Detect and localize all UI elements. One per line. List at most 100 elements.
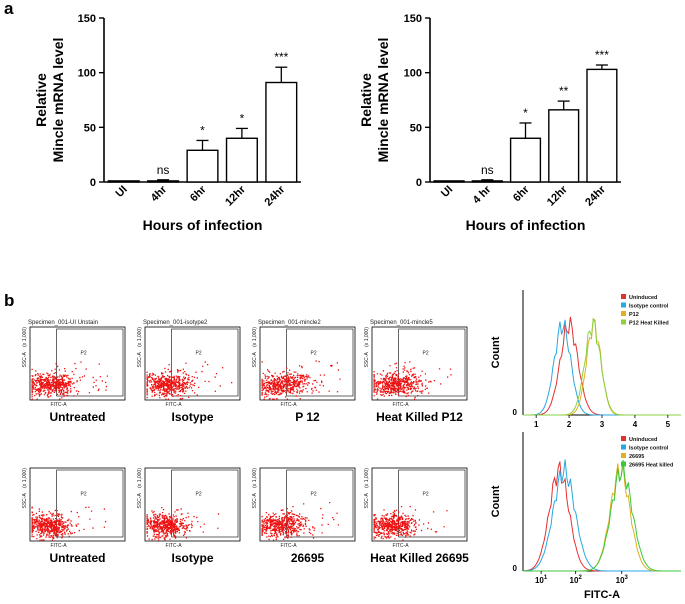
dot-cloud bbox=[261, 360, 341, 400]
significance-label: * bbox=[240, 111, 245, 125]
dot-plot-y-scale: (x 1,000) bbox=[252, 327, 258, 347]
significance-label: * bbox=[200, 123, 205, 137]
y-tick-label: 50 bbox=[84, 122, 96, 134]
dot-plot-caption: Isotype bbox=[171, 410, 213, 424]
dot-cloud bbox=[373, 506, 448, 541]
legend-swatch bbox=[621, 436, 626, 441]
significance-label: *** bbox=[274, 50, 288, 64]
significance-label: ns bbox=[157, 163, 170, 177]
dot-plot-x-label: FITC-A bbox=[165, 402, 182, 408]
dot-plot-caption: Isotype bbox=[171, 551, 213, 565]
x-tick-group: 24hr bbox=[583, 183, 608, 208]
dot-plot-y-label-group: SSC-A bbox=[252, 352, 258, 368]
y-tick-label: 50 bbox=[410, 122, 422, 134]
dot-plot-title: Specimen_001-isotype2 bbox=[143, 320, 208, 326]
x-tick-label: 4 hr bbox=[471, 183, 494, 206]
y-axis-title: Relative Mincle mRNA level bbox=[358, 38, 391, 163]
dot-plot: P2 FITC-A SSC-A (x 1,000) Isotype bbox=[137, 467, 241, 565]
gate-label: P2 bbox=[81, 492, 87, 498]
bar-chart-left: 0 50 100 150 Relative Mincle mRNA level UI ns 4h… bbox=[33, 13, 301, 233]
gate-label: P2 bbox=[196, 492, 202, 498]
bar bbox=[548, 109, 580, 183]
hist-x-tick-label: 4 bbox=[633, 420, 638, 429]
legend-swatch bbox=[621, 302, 626, 308]
dot-cloud bbox=[146, 507, 220, 541]
dot-plot-x-label: FITC-A bbox=[165, 543, 182, 549]
legend-swatch bbox=[621, 461, 626, 467]
histogram-top: 0 Count 1 2 3 4 5 Uninduced Isotype control P12 P1… bbox=[490, 290, 681, 429]
y-axis-title-line1: Relative bbox=[358, 73, 374, 127]
y-tick-label: 150 bbox=[404, 13, 422, 25]
dot-cloud bbox=[373, 361, 452, 400]
y-tick-label: 100 bbox=[404, 68, 422, 80]
dot-plot-y-scale-group: (x 1,000) bbox=[22, 327, 28, 347]
legend-label: P12 bbox=[629, 312, 639, 318]
dot-plot: Specimen_001-isotype2 P2 FITC-A SSC-A (x 1,0… bbox=[137, 320, 241, 424]
dot-cloud bbox=[146, 361, 233, 400]
dot-plot-y-scale: (x 1,000) bbox=[364, 327, 370, 347]
y-tick-label: 150 bbox=[78, 13, 96, 25]
x-tick-label: UI bbox=[114, 184, 130, 200]
legend-swatch bbox=[621, 444, 626, 450]
hist-y-zero: 0 bbox=[513, 408, 518, 417]
gate-label: P2 bbox=[423, 492, 429, 498]
dot-plot: Specimen_001-mincle2 P2 FITC-A SSC-A (x 1,00… bbox=[252, 320, 356, 424]
dot-plot-y-scale: (x 1,000) bbox=[252, 468, 258, 488]
bar bbox=[225, 137, 258, 183]
dot-plot-x-label: FITC-A bbox=[280, 402, 297, 408]
gate-p2 bbox=[286, 328, 354, 397]
x-tick-label: 6hr bbox=[511, 183, 532, 204]
gate-label: P2 bbox=[81, 351, 87, 357]
dot-plot-y-label-group: SSC-A bbox=[252, 493, 258, 509]
legend-label: Isotype control bbox=[629, 304, 669, 310]
x-tick-label: 6hr bbox=[188, 183, 209, 204]
gate-p2 bbox=[56, 469, 124, 538]
dot-plot-frame bbox=[29, 467, 126, 542]
significance-label: *** bbox=[595, 48, 609, 62]
x-tick-group: UI bbox=[114, 184, 130, 200]
dot-plot-y-label: SSC-A bbox=[364, 352, 370, 368]
significance-label: ns bbox=[481, 163, 494, 177]
dot-cloud bbox=[31, 506, 107, 541]
x-tick-label: 12hr bbox=[545, 183, 570, 208]
gate-p2 bbox=[286, 469, 354, 538]
legend-label: P12 Heat Killed bbox=[629, 321, 669, 327]
x-tick-group: 4 hr bbox=[471, 183, 494, 206]
histogram-bottom: 0 Count 101 102 103 Uninduced Isotype control 2… bbox=[490, 432, 681, 601]
dot-plot-x-label: FITC-A bbox=[392, 543, 409, 549]
dot-plot-y-label-group: SSC-A bbox=[364, 493, 370, 509]
hist-x-tick-exponent: 3 bbox=[625, 575, 629, 581]
y-tick-label: 0 bbox=[416, 177, 422, 189]
y-axis-title-line2: Mincle mRNA level bbox=[50, 38, 66, 163]
dot-plot-y-label: SSC-A bbox=[252, 352, 258, 368]
x-tick-label: 24hr bbox=[262, 183, 287, 208]
x-axis-title: Hours of infection bbox=[143, 217, 263, 233]
gate-label: P2 bbox=[196, 351, 202, 357]
dot-plot-y-label: SSC-A bbox=[252, 493, 258, 509]
dot-plot: P2 FITC-A SSC-A (x 1,000) Untreated bbox=[22, 467, 126, 565]
hist-x-tick-label: 3 bbox=[600, 420, 605, 429]
hist-y-title-group: Count bbox=[490, 485, 502, 517]
bar bbox=[107, 180, 140, 183]
legend-swatch bbox=[621, 311, 626, 316]
hist-x-tick-exponent: 2 bbox=[578, 575, 582, 581]
hist-y-title: Count bbox=[490, 485, 502, 517]
gate-p2 bbox=[171, 328, 239, 397]
gate-label: P2 bbox=[311, 492, 317, 498]
x-tick-label: 12hr bbox=[223, 183, 248, 208]
panel-b-label: b bbox=[4, 291, 14, 310]
x-tick-group: 6hr bbox=[188, 183, 209, 204]
legend-label: Uninduced bbox=[629, 437, 657, 443]
hist-x-title: FITC-A bbox=[584, 589, 620, 601]
dot-plot-x-label: FITC-A bbox=[392, 402, 409, 408]
panel-a-label: a bbox=[4, 0, 14, 18]
dot-plot-y-scale-group: (x 1,000) bbox=[137, 327, 143, 347]
gate-p2 bbox=[398, 469, 466, 538]
gate-label: P2 bbox=[311, 351, 317, 357]
dot-plot-y-label: SSC-A bbox=[364, 493, 370, 509]
dot-plot-caption: P 12 bbox=[295, 410, 320, 424]
dot-plot-caption: Untreated bbox=[49, 551, 105, 565]
hist-y-title: Count bbox=[490, 336, 502, 368]
dot-cloud bbox=[31, 361, 108, 400]
significance-label: * bbox=[523, 106, 528, 120]
